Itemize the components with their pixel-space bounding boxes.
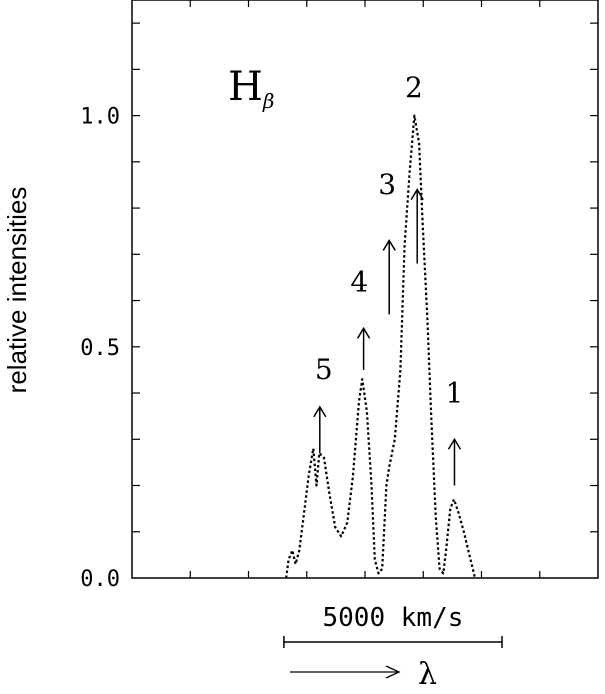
y-tick-label: 1.0 <box>80 105 120 130</box>
velocity-scale-bar: 5000 km/s <box>283 603 503 648</box>
peak-arrow-head <box>410 188 424 200</box>
axis-ticks <box>132 0 598 578</box>
scale-bar-label: 5000 km/s <box>323 603 464 633</box>
peak-label: 2 <box>405 71 423 104</box>
panel-title-main: H <box>228 64 263 110</box>
peak-label: 4 <box>350 265 368 298</box>
direction-arrow-head <box>385 665 401 679</box>
peak-label: 1 <box>446 376 464 409</box>
wavelength-direction: λ <box>290 657 437 692</box>
panel-title: Hβ <box>228 64 274 113</box>
peak-arrow-head <box>447 437 462 450</box>
peak-arrow-head <box>356 326 371 339</box>
peak-label: 5 <box>315 353 333 386</box>
spectrum-line <box>285 114 477 579</box>
y-tick-label: 0.5 <box>80 336 120 361</box>
peak-label: 3 <box>378 168 396 201</box>
panel-title-subscript: β <box>262 89 275 113</box>
y-axis-label: relative intensities <box>2 187 32 394</box>
series-group <box>285 114 477 579</box>
y-tick-labels: 0.0 0.5 1.0 <box>80 105 120 592</box>
peak-arrow-head <box>382 238 396 251</box>
lambda-label: λ <box>418 657 437 692</box>
peak-arrow-head <box>313 405 327 418</box>
y-tick-label: 0.0 <box>80 567 120 592</box>
peak-annotations: 1 2 3 4 5 <box>313 71 464 486</box>
